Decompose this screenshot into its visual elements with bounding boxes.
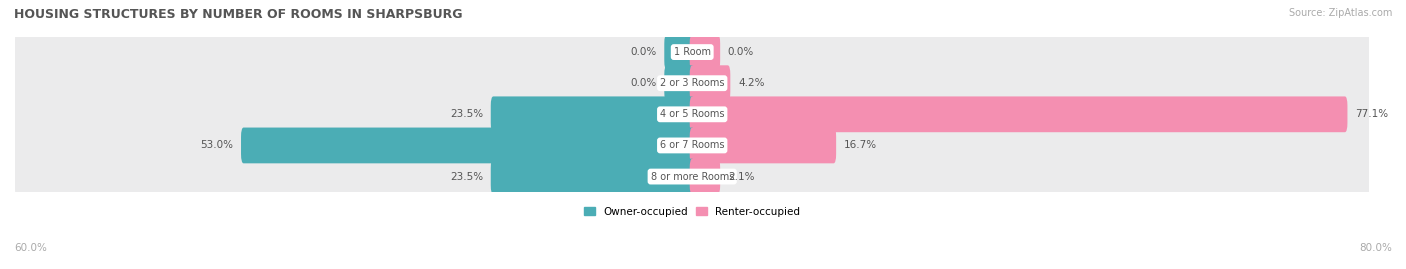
FancyBboxPatch shape [15,88,1369,141]
Text: 23.5%: 23.5% [450,109,484,119]
FancyBboxPatch shape [15,150,1369,203]
FancyBboxPatch shape [664,34,695,70]
FancyBboxPatch shape [664,65,695,101]
Text: 2 or 3 Rooms: 2 or 3 Rooms [659,78,724,88]
Text: 0.0%: 0.0% [630,78,657,88]
Text: 6 or 7 Rooms: 6 or 7 Rooms [659,140,724,150]
FancyBboxPatch shape [690,96,1347,132]
Text: 4 or 5 Rooms: 4 or 5 Rooms [659,109,724,119]
Text: 53.0%: 53.0% [201,140,233,150]
FancyBboxPatch shape [491,96,695,132]
Text: 16.7%: 16.7% [844,140,877,150]
Text: 1 Room: 1 Room [673,47,710,57]
FancyBboxPatch shape [15,119,1369,172]
Text: 4.2%: 4.2% [738,78,765,88]
FancyBboxPatch shape [15,57,1369,109]
Text: 2.1%: 2.1% [728,172,754,182]
Text: HOUSING STRUCTURES BY NUMBER OF ROOMS IN SHARPSBURG: HOUSING STRUCTURES BY NUMBER OF ROOMS IN… [14,8,463,21]
Text: 0.0%: 0.0% [630,47,657,57]
Text: 0.0%: 0.0% [728,47,754,57]
Text: 80.0%: 80.0% [1360,243,1392,253]
Text: 60.0%: 60.0% [14,243,46,253]
FancyBboxPatch shape [491,159,695,194]
Legend: Owner-occupied, Renter-occupied: Owner-occupied, Renter-occupied [581,203,804,221]
FancyBboxPatch shape [15,26,1369,78]
FancyBboxPatch shape [690,128,837,163]
Text: 8 or more Rooms: 8 or more Rooms [651,172,734,182]
FancyBboxPatch shape [240,128,695,163]
FancyBboxPatch shape [690,65,730,101]
Text: Source: ZipAtlas.com: Source: ZipAtlas.com [1288,8,1392,18]
Text: 23.5%: 23.5% [450,172,484,182]
FancyBboxPatch shape [690,34,720,70]
Text: 77.1%: 77.1% [1355,109,1388,119]
FancyBboxPatch shape [690,159,720,194]
